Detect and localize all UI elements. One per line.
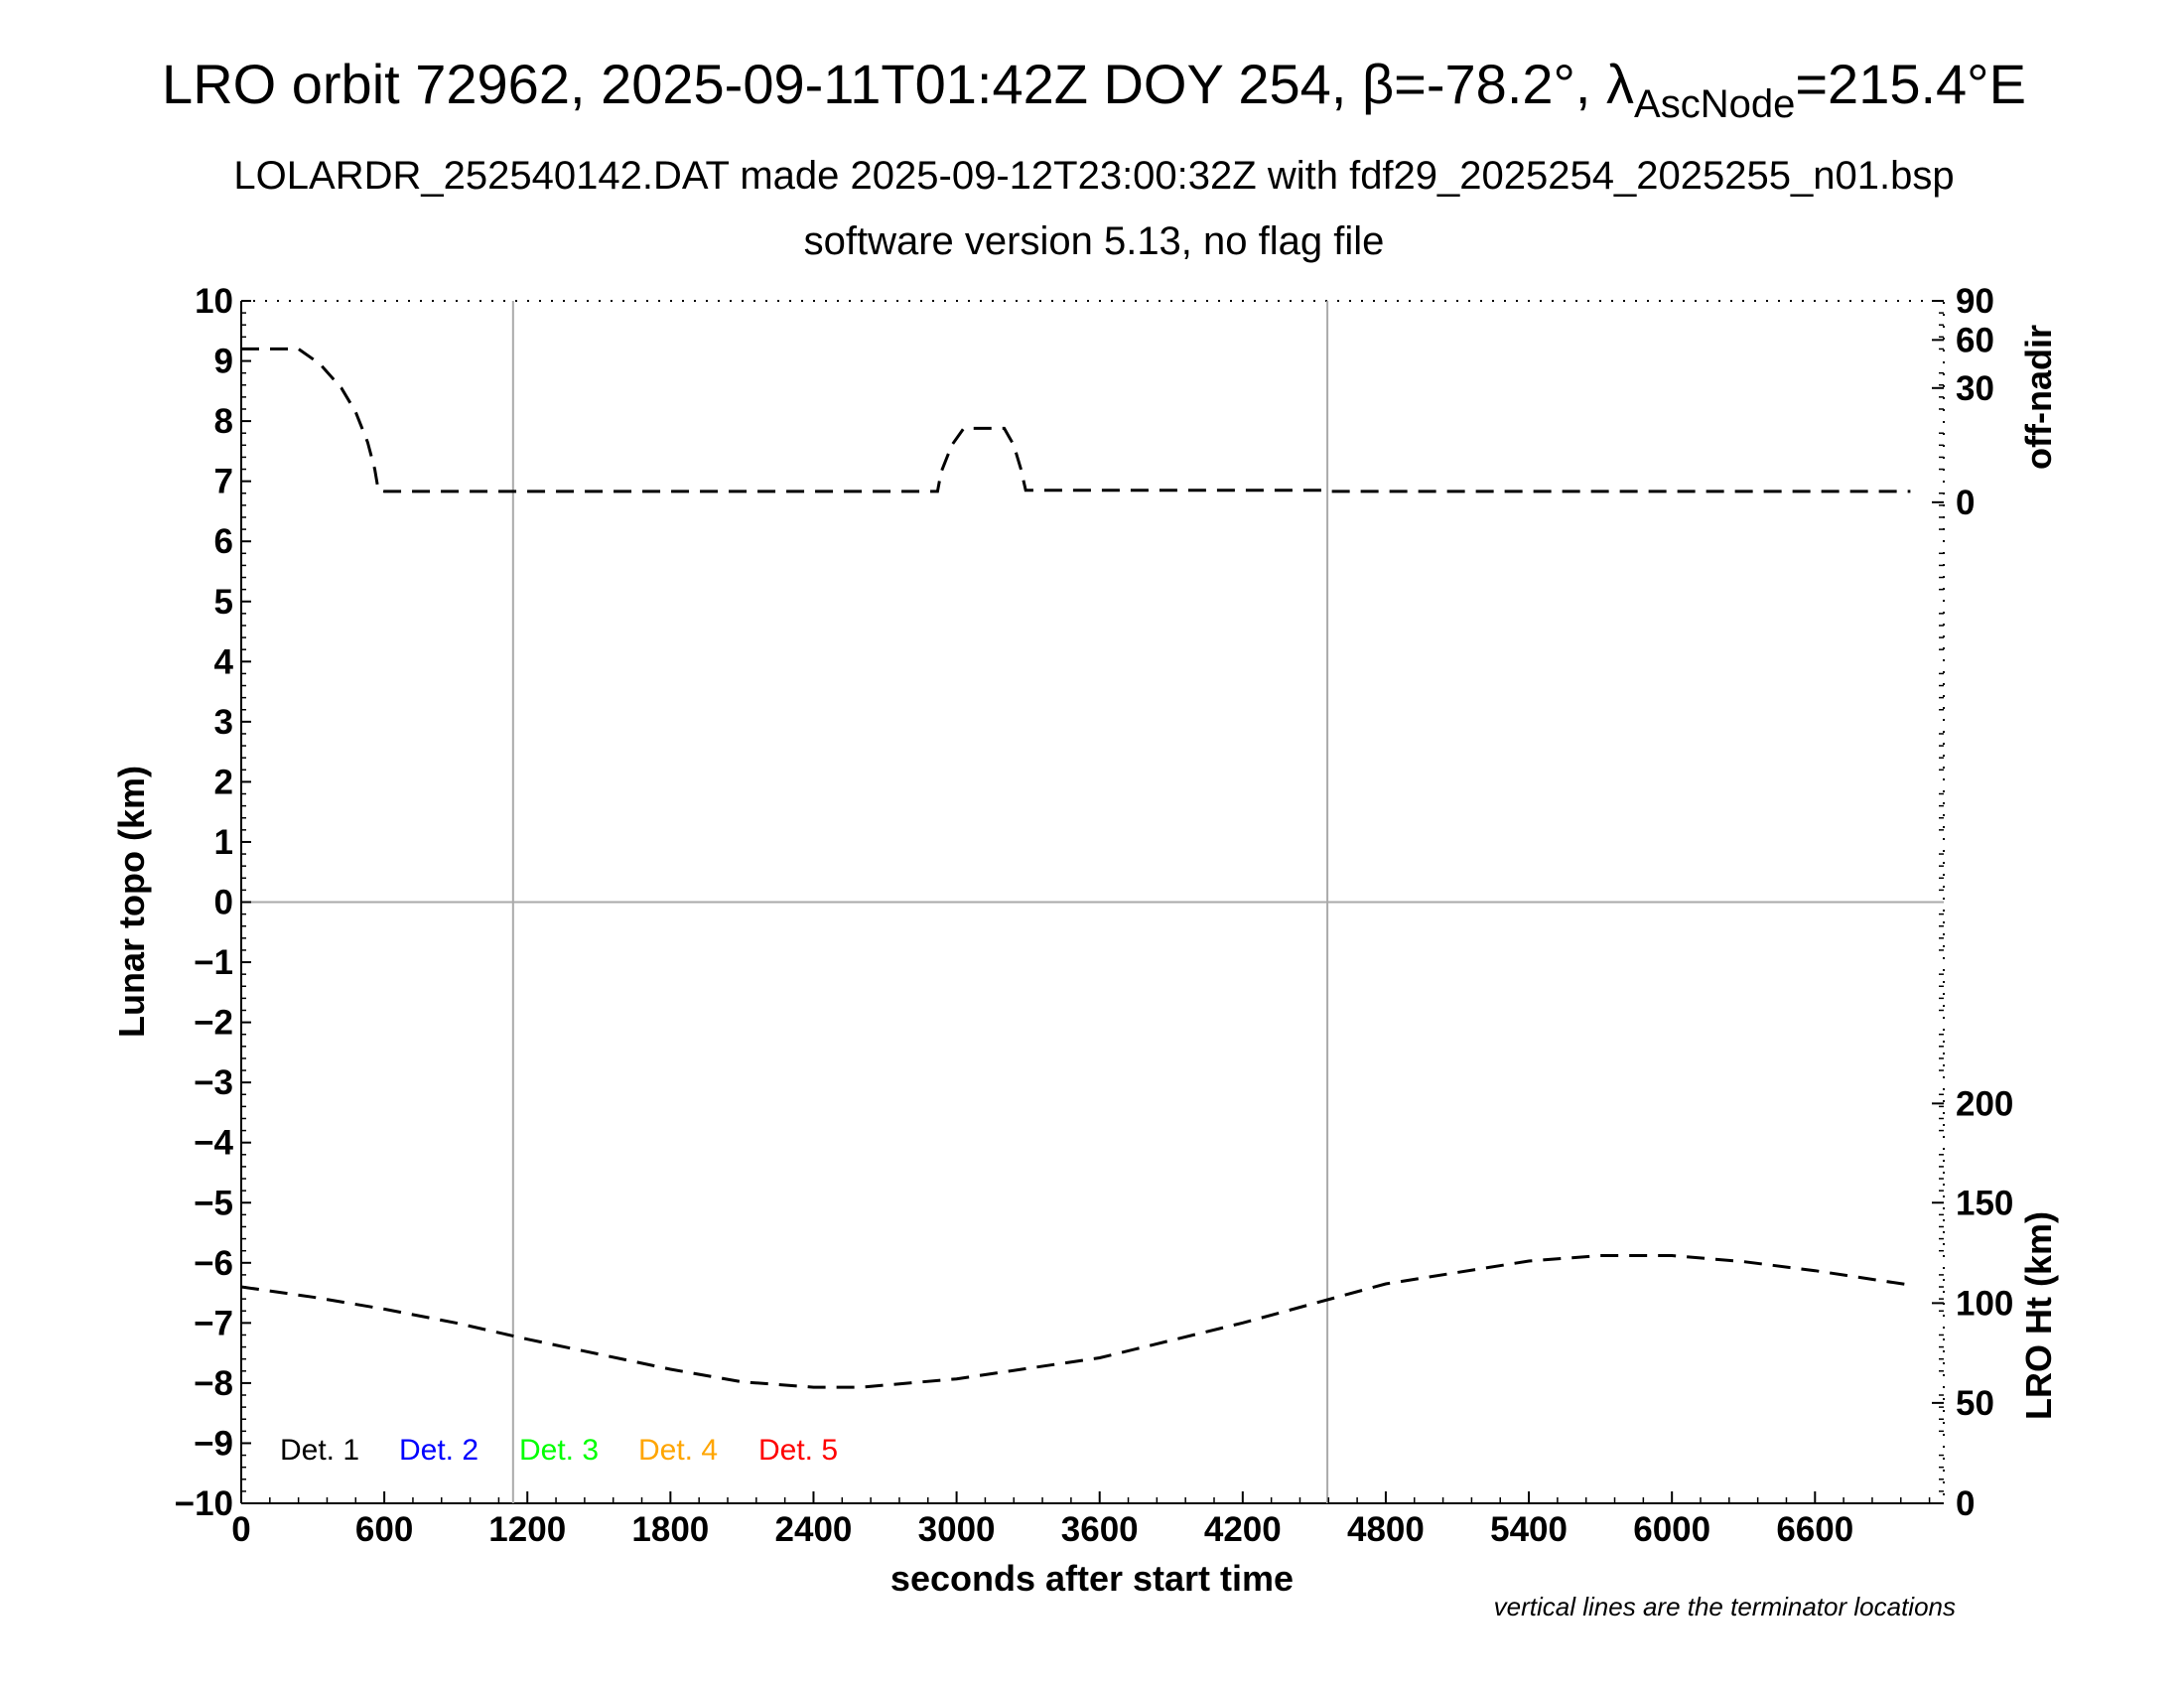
off-nadir-tick-label: 90 [1956,282,1994,321]
x-tick-label: 1800 [631,1510,709,1549]
legend-entry-det-3: Det. 3 [519,1434,599,1467]
y-tick-label: 6 [214,522,233,561]
y-tick-label: −6 [194,1244,233,1283]
x-tick-label: 0 [231,1510,250,1549]
y-tick-label: −9 [194,1424,233,1463]
x-tick-label: 600 [355,1510,413,1549]
y-tick-label: 2 [214,763,233,801]
y-tick-label: −7 [194,1304,233,1342]
chart-subtitle: LOLARDR_252540142.DAT made 2025-09-12T23… [233,154,1954,198]
off-nadir-series [241,347,1911,493]
x-tick-label: 3000 [918,1510,996,1549]
x-tick-label: 4800 [1347,1510,1425,1549]
x-tick-label: 3600 [1061,1510,1139,1549]
lro-ht-tick-label: 0 [1956,1484,1975,1523]
lro-height-series [240,1254,1911,1389]
x-tick-label: 6600 [1776,1510,1853,1549]
legend-entry-det-2: Det. 2 [399,1434,478,1467]
y-tick-label: 0 [214,884,233,922]
y-tick-label: 3 [214,703,233,742]
y-tick-label: −4 [194,1124,233,1163]
x-tick-label: 1200 [488,1510,566,1549]
lro-ht-tick-label: 200 [1956,1084,2013,1123]
x-tick-labels: 0 600 1200 1800 2400 3000 3600 4200 4800 5400 6000… [231,1510,1853,1549]
series-group [240,347,1911,1389]
y-tick-label: −5 [194,1184,233,1222]
y-tick-label: 10 [195,282,233,321]
off-nadir-tick-label: 30 [1956,369,1994,408]
off-nadir-tick-label: 0 [1956,484,1975,522]
x-axis-label: seconds after start time [890,1558,1294,1599]
reference-lines [241,301,1944,1503]
x-tick-label: 2400 [775,1510,853,1549]
y-tick-label: 4 [214,642,234,681]
tick-marks [240,300,1944,1504]
y-tick-label: −3 [194,1063,233,1102]
y-tick-label: −8 [194,1364,233,1403]
y2-axis-label-lro-ht: LRO Ht (km) [2018,1211,2059,1420]
y-tick-label: 1 [214,823,233,862]
x-tick-label: 4200 [1204,1510,1282,1549]
y-axis-label: Lunar topo (km) [111,766,152,1038]
x-tick-label: 5400 [1490,1510,1568,1549]
chart-subtitle-software: software version 5.13, no flag file [804,219,1385,263]
y-tick-label: −1 [194,943,233,982]
terminator-note: vertical lines are the terminator locati… [1494,1592,1956,1621]
legend-entry-det-1: Det. 1 [280,1434,359,1467]
chart-title: LRO orbit 72962, 2025-09-11T01:42Z DOY 2… [162,53,2026,126]
x-tick-label: 6000 [1633,1510,1710,1549]
y-tick-label: −2 [194,1004,233,1043]
y-tick-label: 5 [214,583,233,622]
legend-entry-det-5: Det. 5 [758,1434,838,1467]
y-tick-label: −10 [175,1484,233,1523]
legend: Det. 1 Det. 2 Det. 3 Det. 4 Det. 5 [280,1434,838,1467]
lro-ht-tick-label: 150 [1956,1184,2013,1222]
y2-axis-label-off-nadir: off-nadir [2018,325,2059,470]
y-tick-label: 7 [214,463,233,501]
y-tick-label: 9 [214,343,233,381]
lro-ht-tick-label: 100 [1956,1284,2013,1323]
y-tick-label: 8 [214,402,233,441]
legend-entry-det-4: Det. 4 [638,1434,718,1467]
off-nadir-tick-label: 60 [1956,321,1994,359]
lro-ht-tick-label: 50 [1956,1384,1994,1423]
